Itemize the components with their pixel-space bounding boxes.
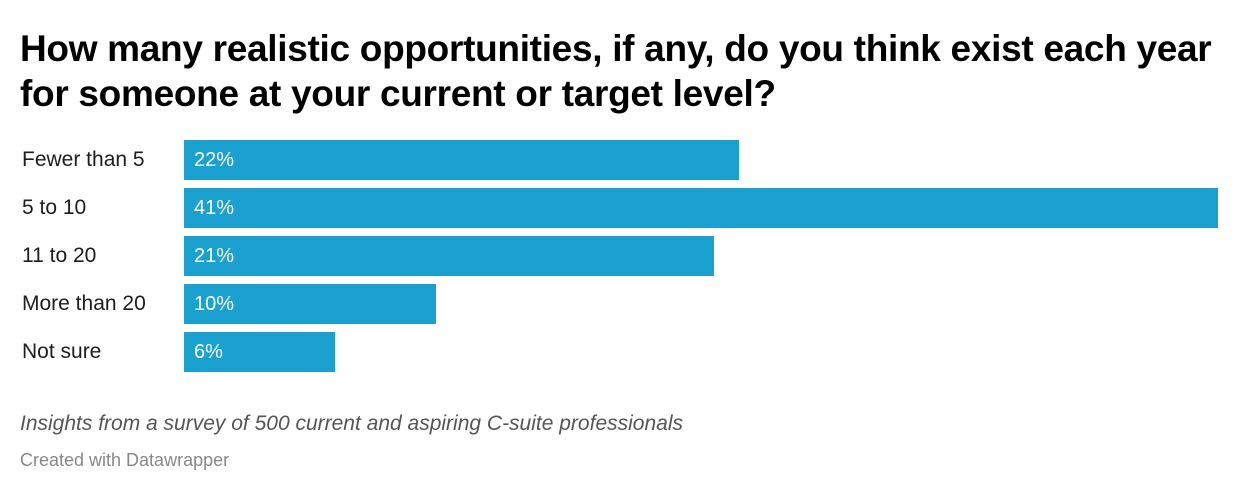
category-label: Fewer than 5 (22, 148, 145, 171)
bar-row: 11 to 20 21% (0, 236, 1240, 276)
bar-row: Fewer than 5 22% (0, 140, 1240, 180)
value-label: 6% (194, 341, 223, 363)
bar (184, 188, 1218, 228)
category-label: More than 20 (22, 292, 146, 315)
bar (184, 140, 739, 180)
chart-notes: Insights from a survey of 500 current an… (20, 412, 683, 435)
value-label: 41% (194, 197, 235, 219)
bar-row: Not sure 6% (0, 332, 1240, 372)
chart-credit: Created with Datawrapper (20, 450, 230, 470)
value-label: 10% (194, 293, 235, 315)
category-label: Not sure (22, 340, 102, 363)
bar-row: 5 to 10 41% (0, 188, 1240, 228)
chart-title: How many realistic opportunities, if any… (20, 28, 1212, 114)
category-label: 11 to 20 (22, 244, 97, 267)
category-label: 5 to 10 (22, 196, 87, 219)
value-label: 21% (194, 245, 235, 267)
bar (184, 236, 714, 276)
bar-row: More than 20 10% (0, 284, 1240, 324)
bar (184, 284, 436, 324)
bar (184, 332, 335, 372)
value-label: 22% (194, 149, 235, 171)
